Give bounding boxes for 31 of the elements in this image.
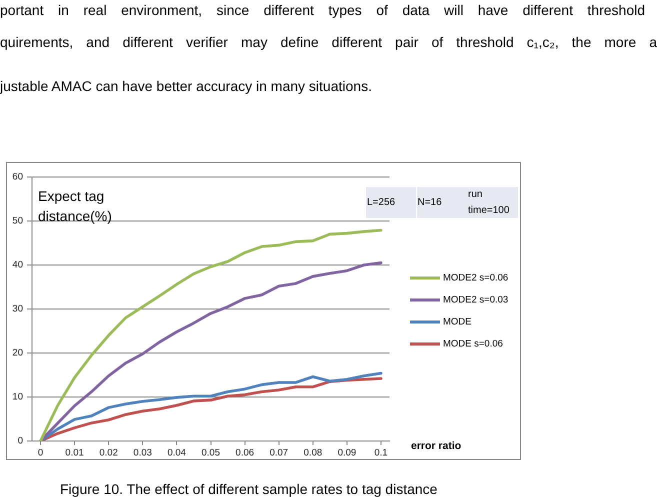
x-tick-label: 0.07 xyxy=(270,447,288,458)
annotation: L=256 xyxy=(366,187,416,218)
x-tick-label: 0.1 xyxy=(374,447,388,458)
y-tick-label: 20 xyxy=(12,348,23,359)
x-tick-label: 0.06 xyxy=(236,447,254,458)
y-tick-label: 50 xyxy=(12,216,23,227)
y-axis-title: Expect tag distance(%) xyxy=(38,187,113,226)
text: N=16 xyxy=(416,187,466,218)
caption: Figure 10. The effect of different sample rates to tag distance xyxy=(60,480,438,497)
y-tick-label: 60 xyxy=(12,172,23,183)
legend-label: MODE2 s=0.06 xyxy=(443,272,508,284)
x-tick-label: 0.09 xyxy=(338,447,356,458)
legend-label: MODE s=0.06 xyxy=(443,338,503,350)
text: quirements, and different verifier may define different pair of threshold c₁,c₂, the more a xyxy=(0,33,657,51)
x-tick-label: 0.03 xyxy=(133,447,152,458)
x-tick-label: 0.01 xyxy=(65,447,84,458)
text: run time=100 xyxy=(467,187,518,218)
x-tick-label: 0 xyxy=(38,447,44,458)
x-tick-label: 0.08 xyxy=(304,447,322,458)
y-tick-label: 0 xyxy=(18,436,23,447)
x-tick-label: 0.04 xyxy=(167,447,186,458)
x-axis-title: error ratio xyxy=(411,440,462,452)
y-tick-label: 10 xyxy=(12,392,23,403)
x-tick-label: 0.05 xyxy=(202,447,220,458)
text: portant in real environment, since different types of data will have different threshold xyxy=(0,1,645,19)
text: justable AMAC can have better accuracy in many situations. xyxy=(0,77,373,95)
y-tick-label: 30 xyxy=(12,304,23,315)
x-tick-label: 0.02 xyxy=(99,447,118,458)
legend-label: MODE xyxy=(443,316,472,328)
legend-label: MODE2 s=0.03 xyxy=(443,294,508,306)
y-tick-label: 40 xyxy=(12,260,23,271)
